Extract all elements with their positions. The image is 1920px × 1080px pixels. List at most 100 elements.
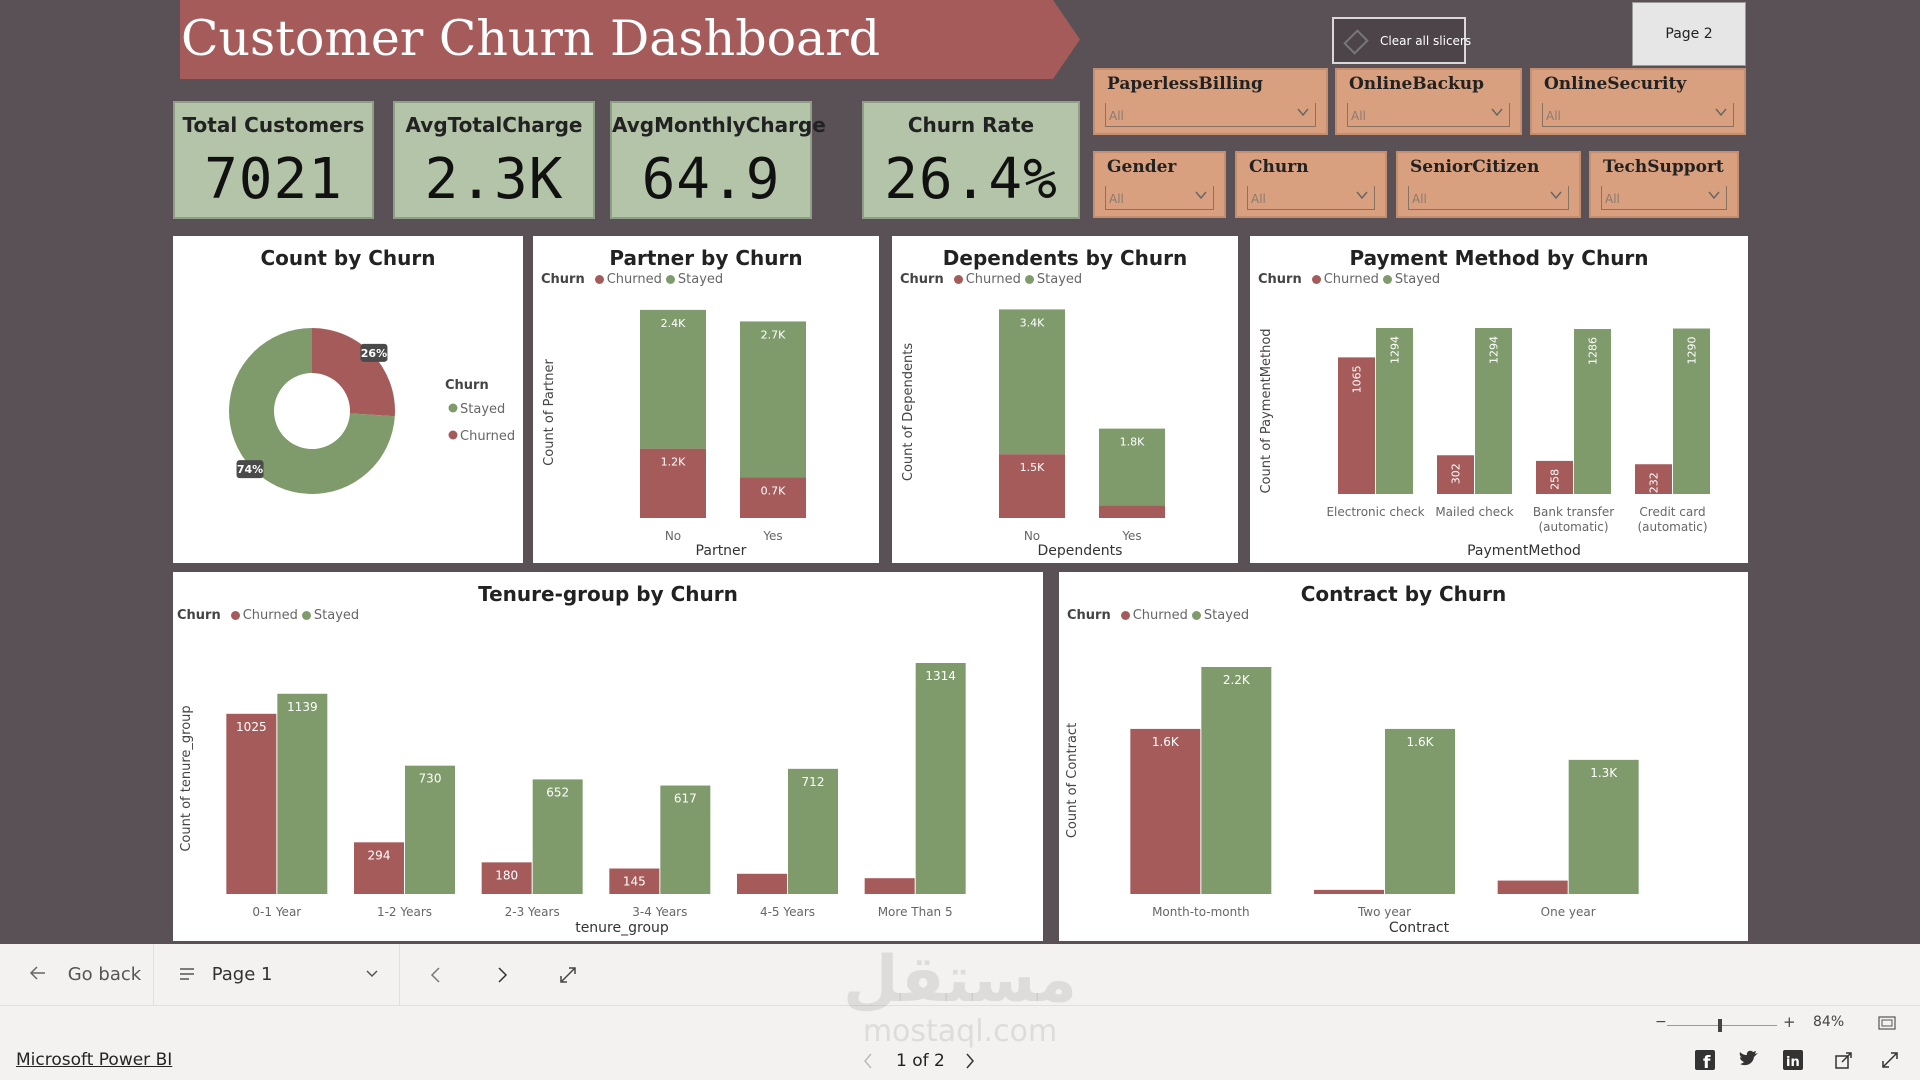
chevron-down-icon [366,970,378,978]
power-bi-link[interactable]: Microsoft Power BI [16,1050,173,1070]
chart-title: Dependents by Churn [942,246,1188,270]
chart-contract-by-churn[interactable]: Contract by Churn Churn Churned Stayed 1.6… [1059,572,1748,941]
bar-stayed [1673,328,1710,494]
chart-tenure-group-by-churn[interactable]: Tenure-group by Churn Churn Churned Stayed… [173,572,1043,941]
chart-title: Contract by Churn [1300,582,1507,606]
tenure-chart-plot: 1025 1139 0-1 Year 294 730 1-2 Years 180 652 2-3… [179,663,966,936]
slicer-dropdown[interactable]: All [1247,186,1375,210]
next-page-button[interactable] [494,966,510,984]
slicer-dropdown[interactable]: All [1601,186,1727,210]
report-canvas: Customer Churn Dashboard Clear all slice… [0,0,1920,944]
bar-stayed [1385,728,1455,894]
arrow-left-icon [29,966,45,980]
data-label: 180 [495,868,518,882]
donut-label-bg [236,460,264,479]
slicer-dropdown[interactable]: All [1105,186,1214,210]
chart-payment-method-by-churn[interactable]: Payment Method by Churn Churn Churned Stay… [1250,236,1748,563]
data-label: 617 [674,792,697,806]
data-label: 2.4K [661,317,686,330]
tick-label: 4-5 Years [760,905,815,919]
kpi-value: 2.3K [424,147,564,212]
slicer-dropdown[interactable]: All [1105,103,1316,127]
bar-churned [481,862,532,894]
bar-stayed [740,321,806,478]
previous-page-footer-button[interactable] [862,1052,874,1070]
clear-slicers-button[interactable]: Clear all slicers [1332,17,1471,64]
linkedin-icon[interactable]: in [1782,1049,1804,1071]
bar-stayed [999,309,1065,455]
slicer-online-backup: OnlineBackup All [1335,68,1522,135]
tick-label: No [665,529,681,543]
bar-stayed [1099,428,1165,506]
fit-to-page-icon[interactable] [1878,1016,1896,1030]
slicer-senior-citizen: SeniorCitizen All [1396,151,1581,218]
tick-label: Bank transfer (automatic) [1533,505,1614,534]
slicer-value: All [1605,192,1620,206]
bar-churned [999,454,1065,518]
bar-stayed [788,768,838,894]
slicer-dropdown[interactable]: All [1408,186,1569,210]
data-label: 232 [1648,472,1661,493]
bar-churned [609,868,660,894]
data-label: 145 [623,875,646,889]
footer: − + 84% Microsoft Power BI 1 of 2 f in [0,1006,1920,1080]
chart-partner-by-churn[interactable]: Partner by Churn Churn Churned Stayed 1.2K… [533,236,879,563]
bar-churned [1099,505,1165,518]
slicer-dropdown[interactable]: All [1347,103,1510,127]
kpi-title: AvgTotalCharge [405,113,583,137]
chart-dependents-by-churn[interactable]: Dependents by Churn Churn Churned Stayed 1… [892,236,1238,563]
kpi-avg-total-charge: AvgTotalCharge 2.3K [393,101,595,219]
go-back-button[interactable]: Go back [28,944,141,1006]
slicer-value: All [1412,192,1427,206]
x-axis-title: Partner [696,543,747,559]
twitter-icon[interactable] [1738,1049,1760,1069]
x-axis-title: tenure_group [575,920,669,936]
kpi-value: 26.4% [884,147,1058,212]
x-axis-title: Contract [1389,920,1450,936]
kpi-value: 7021 [204,147,343,212]
data-label: 712 [802,775,825,789]
page-select-dropdown[interactable]: Page 1 [178,944,378,1006]
zoom-slider[interactable]: − + [1655,1013,1796,1032]
data-label: 730 [419,772,442,786]
y-axis-title: Count of Partner [542,359,557,466]
chart-legend: Churn Churned Stayed [1258,272,1441,287]
donut-slice-stayed [229,328,395,494]
bar-stayed [660,785,711,894]
bar-stayed [640,309,706,449]
share-icon[interactable] [1834,1050,1854,1070]
previous-page-button[interactable] [428,966,444,984]
collapse-footer-icon[interactable] [1880,1050,1900,1070]
page2-button[interactable]: Page 2 [1632,2,1746,66]
kpi-churn-rate: Churn Rate 26.4% [862,101,1080,219]
slicer-value: All [1109,109,1124,123]
go-back-label: Go back [67,964,142,985]
data-label: 1294 [1488,336,1501,364]
data-label: 1.5K [1020,461,1045,474]
x-axis-title: PaymentMethod [1467,543,1581,559]
bar-churned [864,878,915,894]
data-label: 1.3K [1590,766,1618,780]
watermark-url: mostaql.com [862,1014,1058,1049]
page-title: Customer Churn Dashboard [181,10,881,67]
slicer-title: OnlineSecurity [1544,74,1687,94]
y-axis-title: Count of tenure_group [179,705,194,851]
bar-churned [354,842,404,894]
collapse-icon[interactable] [558,965,578,985]
legend-dot-churned [448,430,458,440]
partner-chart-plot: 1.2K 2.4K No 0.7K 2.7K Yes Partner Count of Par… [542,309,806,559]
data-label: 1314 [925,669,956,683]
bar-churned [1314,889,1384,894]
chart-count-by-churn[interactable]: Count by Churn 26% 74% Churn Stayed Churn… [173,236,523,563]
bar-stayed [1568,759,1639,894]
slicer-dropdown[interactable]: All [1542,103,1734,127]
tick-label: Credit card (automatic) [1637,505,1707,534]
facebook-icon[interactable]: f [1694,1049,1716,1071]
tick-label: 2-3 Years [505,905,560,919]
contract-chart-plot: 1.6K 2.2K Month-to-month 1.6K Two year 1.3K On… [1065,667,1639,936]
donut-label: 26% [361,347,387,360]
next-page-footer-button[interactable] [964,1052,976,1070]
slicer-online-security: OnlineSecurity All [1530,68,1746,135]
slicer-tech-support: TechSupport All [1589,151,1739,218]
